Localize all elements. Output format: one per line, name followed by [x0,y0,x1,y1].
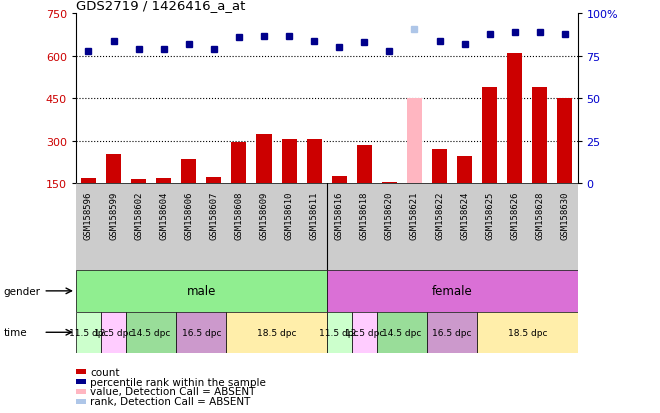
Text: 12.5 dpc: 12.5 dpc [345,328,384,337]
Text: GSM158616: GSM158616 [335,191,344,239]
Text: time: time [3,328,27,337]
Bar [131,180,146,184]
Text: 14.5 dpc: 14.5 dpc [382,328,422,337]
Bar [533,88,547,184]
Text: GSM158609: GSM158609 [259,191,269,239]
Text: value, Detection Call = ABSENT: value, Detection Call = ABSENT [90,387,256,396]
Text: GSM158599: GSM158599 [109,191,118,239]
Bar [226,312,327,353]
Bar [382,183,397,184]
Bar [76,271,327,312]
Text: GSM158608: GSM158608 [234,191,244,239]
Bar [207,177,221,184]
Bar [176,312,226,353]
Text: count: count [90,367,120,377]
Bar [457,157,472,184]
Bar [357,146,372,184]
Text: 14.5 dpc: 14.5 dpc [131,328,171,337]
Bar [482,88,497,184]
Bar [508,54,522,184]
Text: GSM158596: GSM158596 [84,191,93,239]
Text: 16.5 dpc: 16.5 dpc [182,328,221,337]
Bar [81,178,96,184]
Text: GDS2719 / 1426416_a_at: GDS2719 / 1426416_a_at [76,0,246,12]
Text: GSM158618: GSM158618 [360,191,369,239]
Text: 12.5 dpc: 12.5 dpc [94,328,133,337]
Bar [432,150,447,184]
Bar [232,143,246,184]
Bar [101,312,126,353]
Bar [106,154,121,184]
Text: GSM158607: GSM158607 [209,191,218,239]
Text: male: male [187,285,216,298]
Bar [477,312,578,353]
Bar [282,140,296,184]
Text: female: female [432,285,473,298]
Text: GSM158620: GSM158620 [385,191,394,239]
Text: GSM158621: GSM158621 [410,191,419,239]
Bar [307,140,321,184]
Text: GSM158602: GSM158602 [134,191,143,239]
Bar [327,271,578,312]
Bar [352,312,377,353]
Text: GSM158604: GSM158604 [159,191,168,239]
Bar [407,99,422,184]
Text: GSM158611: GSM158611 [310,191,319,239]
Text: GSM158630: GSM158630 [560,191,570,239]
Text: 11.5 dpc: 11.5 dpc [319,328,359,337]
Bar [76,312,101,353]
Bar [558,99,572,184]
Text: percentile rank within the sample: percentile rank within the sample [90,377,266,387]
Bar [182,160,196,184]
Text: GSM158625: GSM158625 [485,191,494,239]
Bar [257,134,271,184]
Text: GSM158624: GSM158624 [460,191,469,239]
Bar [332,177,347,184]
Text: GSM158626: GSM158626 [510,191,519,239]
Bar [427,312,477,353]
Text: 16.5 dpc: 16.5 dpc [432,328,472,337]
Bar [327,312,352,353]
Bar [156,179,171,184]
Bar [377,312,427,353]
Text: GSM158610: GSM158610 [284,191,294,239]
Text: 18.5 dpc: 18.5 dpc [508,328,547,337]
Text: rank, Detection Call = ABSENT: rank, Detection Call = ABSENT [90,396,251,406]
Text: gender: gender [3,286,40,296]
Text: 18.5 dpc: 18.5 dpc [257,328,296,337]
Text: GSM158628: GSM158628 [535,191,544,239]
Text: GSM158622: GSM158622 [435,191,444,239]
Bar [126,312,176,353]
Text: 11.5 dpc: 11.5 dpc [69,328,108,337]
Text: GSM158606: GSM158606 [184,191,193,239]
